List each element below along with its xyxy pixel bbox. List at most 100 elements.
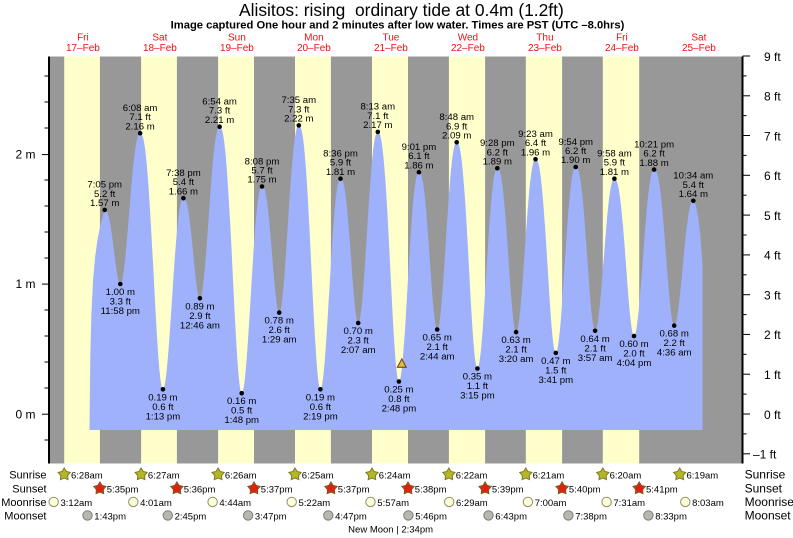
svg-text:7 ft: 7 ft: [764, 129, 781, 143]
svg-text:1 m: 1 m: [15, 277, 35, 291]
svg-text:9 ft: 9 ft: [764, 50, 781, 64]
svg-text:0.6 ft: 0.6 ft: [310, 402, 332, 413]
svg-text:5:36pm: 5:36pm: [184, 484, 216, 495]
svg-text:6:27am: 6:27am: [148, 470, 180, 481]
svg-text:0 ft: 0 ft: [764, 408, 781, 422]
svg-text:5:37pm: 5:37pm: [261, 484, 293, 495]
svg-text:Sunset: Sunset: [12, 484, 46, 496]
svg-text:5:57am: 5:57am: [377, 498, 409, 509]
svg-text:1.64 m: 1.64 m: [679, 189, 708, 200]
svg-text:1.57 m: 1.57 m: [90, 198, 119, 209]
svg-text:19–Feb: 19–Feb: [220, 43, 254, 54]
svg-text:2.2 ft: 2.2 ft: [664, 338, 686, 349]
svg-text:New Moon | 2:34pm: New Moon | 2:34pm: [348, 524, 433, 535]
svg-text:4 ft: 4 ft: [764, 249, 781, 263]
svg-text:0.70 m: 0.70 m: [344, 326, 373, 337]
svg-text:6.4 ft: 6.4 ft: [525, 138, 547, 149]
svg-text:3 ft: 3 ft: [764, 289, 781, 303]
svg-text:6:29am: 6:29am: [456, 498, 488, 509]
svg-text:Moonrise: Moonrise: [745, 495, 793, 509]
svg-text:2.3 ft: 2.3 ft: [348, 336, 370, 347]
svg-text:5.2 ft: 5.2 ft: [94, 189, 116, 200]
svg-text:1.81 m: 1.81 m: [600, 167, 629, 178]
svg-text:22–Feb: 22–Feb: [451, 43, 485, 54]
svg-text:6.2 ft: 6.2 ft: [643, 149, 665, 160]
svg-text:11:58 pm: 11:58 pm: [101, 306, 140, 317]
svg-text:24–Feb: 24–Feb: [605, 43, 639, 54]
svg-text:2 ft: 2 ft: [764, 328, 781, 342]
svg-text:5 ft: 5 ft: [764, 209, 781, 223]
svg-text:6:28am: 6:28am: [71, 470, 103, 481]
svg-text:2.9 ft: 2.9 ft: [189, 311, 211, 322]
svg-text:18–Feb: 18–Feb: [143, 43, 177, 54]
svg-text:Sun: Sun: [228, 32, 246, 43]
svg-text:10:34 am: 10:34 am: [673, 171, 713, 182]
svg-text:6:43pm: 6:43pm: [495, 511, 527, 522]
svg-text:1:13 pm: 1:13 pm: [146, 411, 181, 422]
svg-text:0.63 m: 0.63 m: [501, 335, 530, 346]
svg-text:3:41 pm: 3:41 pm: [538, 375, 573, 386]
svg-text:0.65 m: 0.65 m: [423, 333, 452, 344]
svg-text:1.66 m: 1.66 m: [169, 186, 198, 197]
svg-text:9:23 am: 9:23 am: [518, 129, 553, 140]
svg-text:2.6 ft: 2.6 ft: [269, 325, 291, 336]
svg-text:5:22am: 5:22am: [299, 498, 331, 509]
svg-text:1.90 m: 1.90 m: [561, 155, 590, 166]
svg-text:0.78 m: 0.78 m: [265, 316, 294, 327]
svg-text:1.89 m: 1.89 m: [483, 157, 512, 168]
svg-text:Tue: Tue: [382, 32, 399, 43]
svg-text:Moonset: Moonset: [4, 511, 46, 523]
svg-text:21–Feb: 21–Feb: [374, 43, 408, 54]
svg-text:3:47pm: 3:47pm: [255, 511, 287, 522]
svg-text:4:04 pm: 4:04 pm: [617, 358, 652, 369]
svg-text:6.2 ft: 6.2 ft: [565, 146, 587, 157]
svg-text:2.1 ft: 2.1 ft: [584, 343, 606, 354]
svg-text:3:12am: 3:12am: [61, 498, 93, 509]
svg-text:1 ft: 1 ft: [764, 368, 781, 382]
svg-text:8:33pm: 8:33pm: [655, 511, 687, 522]
svg-text:7.1 ft: 7.1 ft: [129, 112, 151, 123]
svg-text:6:08 am: 6:08 am: [123, 103, 158, 114]
svg-text:7:38 pm: 7:38 pm: [166, 168, 201, 179]
svg-text:2 m: 2 m: [15, 148, 35, 162]
svg-text:1.88 m: 1.88 m: [639, 158, 668, 169]
svg-text:7:35 am: 7:35 am: [281, 95, 316, 106]
svg-text:1.81 m: 1.81 m: [326, 167, 355, 178]
svg-text:6:21am: 6:21am: [533, 470, 565, 481]
svg-text:0.19 m: 0.19 m: [148, 392, 177, 403]
svg-text:5:46pm: 5:46pm: [415, 511, 447, 522]
svg-text:2.09 m: 2.09 m: [442, 131, 471, 142]
svg-text:1.5 ft: 1.5 ft: [545, 365, 567, 376]
svg-text:9:54 pm: 9:54 pm: [558, 137, 593, 148]
svg-text:5:40pm: 5:40pm: [569, 484, 601, 495]
svg-text:6:24am: 6:24am: [379, 470, 411, 481]
svg-text:2:48 pm: 2:48 pm: [382, 404, 417, 415]
svg-text:Moonrise: Moonrise: [1, 497, 46, 509]
svg-text:7.1 ft: 7.1 ft: [367, 111, 389, 122]
svg-text:5.4 ft: 5.4 ft: [173, 177, 195, 188]
svg-text:6:54 am: 6:54 am: [202, 97, 237, 108]
svg-text:8 ft: 8 ft: [764, 90, 781, 104]
svg-text:0.6 ft: 0.6 ft: [152, 402, 174, 413]
svg-text:10:21 pm: 10:21 pm: [634, 139, 674, 150]
svg-text:5:37pm: 5:37pm: [338, 484, 370, 495]
svg-text:3:57 am: 3:57 am: [578, 353, 613, 364]
svg-text:2.1 ft: 2.1 ft: [427, 342, 449, 353]
svg-text:5:38pm: 5:38pm: [415, 484, 447, 495]
svg-text:8:13 am: 8:13 am: [360, 102, 395, 113]
svg-text:1.86 m: 1.86 m: [404, 160, 433, 171]
svg-text:2:07 am: 2:07 am: [341, 345, 376, 356]
svg-text:6:22am: 6:22am: [456, 470, 488, 481]
svg-text:Image captured One hour and 2: Image captured One hour and 2 minutes af…: [171, 20, 625, 32]
svg-text:4:36 am: 4:36 am: [657, 348, 692, 359]
svg-text:Mon: Mon: [304, 32, 323, 43]
svg-text:2:45pm: 2:45pm: [175, 511, 207, 522]
svg-text:3.3 ft: 3.3 ft: [110, 297, 132, 308]
svg-text:0.16 m: 0.16 m: [227, 396, 256, 407]
svg-text:5:41pm: 5:41pm: [646, 484, 678, 495]
svg-text:6.1 ft: 6.1 ft: [408, 151, 430, 162]
svg-text:17–Feb: 17–Feb: [66, 43, 100, 54]
svg-text:5.7 ft: 5.7 ft: [251, 166, 273, 177]
svg-text:7.3 ft: 7.3 ft: [209, 106, 231, 117]
svg-text:Sunset: Sunset: [745, 482, 783, 496]
